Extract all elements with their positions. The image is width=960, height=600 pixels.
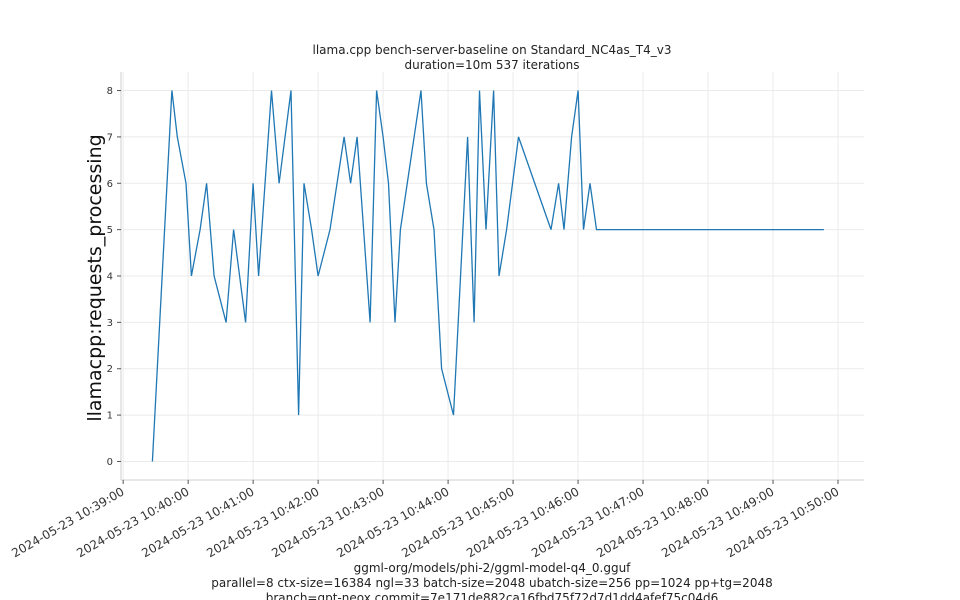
chart-subtitle: duration=10m 537 iterations (405, 58, 580, 72)
y-ticks: 0 1 2 3 4 5 6 7 8 (107, 86, 121, 468)
y-axis-label: llamacpp:requests_processing (84, 134, 106, 421)
x-tick-label: 2024-05-23 10:43:00 (269, 484, 386, 560)
x-tick-label: 2024-05-23 10:44:00 (334, 484, 451, 560)
y-tick-label: 2 (107, 364, 113, 375)
chart-title: llama.cpp bench-server-baseline on Stand… (313, 43, 672, 57)
x-label-params: parallel=8 ctx-size=16384 ngl=33 batch-s… (211, 576, 772, 590)
x-tick-label: 2024-05-23 10:42:00 (204, 484, 321, 560)
x-tick-label: 2024-05-23 10:50:00 (724, 484, 841, 560)
x-label-model: ggml-org/models/phi-2/ggml-model-q4_0.gg… (354, 561, 632, 575)
grid (121, 72, 864, 480)
y-tick-label: 0 (107, 457, 113, 468)
y-tick-label: 1 (107, 411, 113, 422)
y-tick-label: 6 (107, 179, 113, 190)
y-tick-label: 4 (107, 272, 113, 283)
x-tick-label: 2024-05-23 10:39:00 (9, 484, 126, 560)
x-tick-label: 2024-05-23 10:45:00 (399, 484, 516, 560)
x-tick-label: 2024-05-23 10:41:00 (139, 484, 256, 560)
x-label-branch: branch=gpt-neox commit=7e171de882ca16fbd… (266, 591, 719, 600)
x-tick-label: 2024-05-23 10:46:00 (464, 484, 581, 560)
y-tick-label: 7 (107, 132, 113, 143)
x-tick-label: 2024-05-23 10:49:00 (659, 484, 776, 560)
x-tick-label: 2024-05-23 10:47:00 (529, 484, 646, 560)
y-tick-label: 3 (107, 318, 113, 329)
y-tick-label: 5 (107, 225, 113, 236)
x-tick-label: 2024-05-23 10:48:00 (594, 484, 711, 560)
series-line (151, 90, 824, 462)
y-tick-label: 8 (107, 86, 113, 97)
x-tick-label: 2024-05-23 10:40:00 (74, 484, 191, 560)
